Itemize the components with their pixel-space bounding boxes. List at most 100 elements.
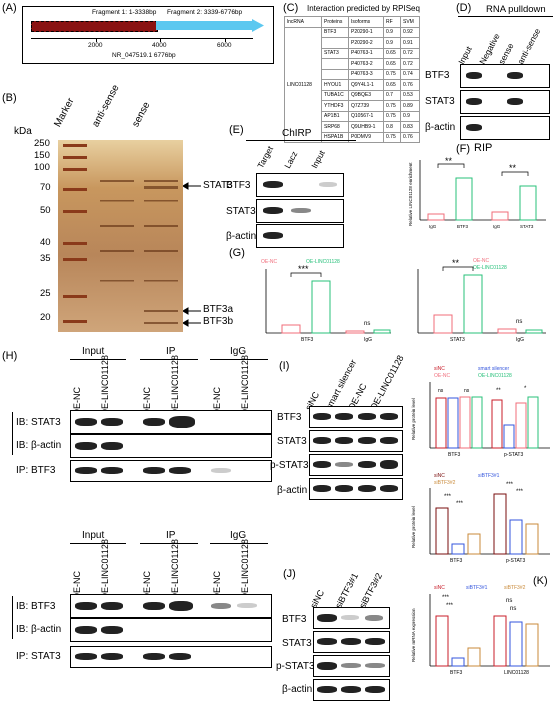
sig-label: ns xyxy=(364,321,370,327)
band xyxy=(317,662,337,670)
band xyxy=(169,653,191,660)
transcript-map-frame xyxy=(22,6,274,64)
legend-item: siBTF3#2 xyxy=(434,480,456,486)
mrna-chart-k: siNC siBTF3#1 siBTF3#2 *** *** ns ns BTF… xyxy=(429,585,550,676)
band xyxy=(341,663,361,668)
scale-tick xyxy=(225,38,226,42)
lane-label: siBTF3#2 xyxy=(357,571,385,610)
transcript-label: NR_047519.1 6776bp xyxy=(112,52,176,59)
legend-item: OE-NC xyxy=(434,373,451,379)
band xyxy=(380,485,398,492)
cell: 0.76 xyxy=(400,131,420,143)
bar xyxy=(451,543,465,555)
title-rule xyxy=(246,140,356,141)
row-label: STAT3 xyxy=(226,206,256,217)
band xyxy=(358,413,376,420)
panel-label-a: (A) xyxy=(2,2,17,14)
cell: Q7Z739 xyxy=(348,100,384,112)
band xyxy=(237,603,257,608)
band xyxy=(75,418,97,426)
band xyxy=(263,207,283,214)
cell: SRP68 xyxy=(321,121,349,133)
rpiseq-table: lncRNA Proteins Isoforms RF SVM LINC0112… xyxy=(284,16,420,143)
marker-label: 20 xyxy=(40,312,51,323)
group-rule xyxy=(70,543,126,544)
gel-bands xyxy=(63,144,178,324)
band xyxy=(317,638,337,645)
marker-label: 35 xyxy=(40,253,51,264)
y-axis-label: Relative protein level xyxy=(411,398,416,440)
x-tick-label: IgG xyxy=(493,224,501,229)
blot-stat3 xyxy=(313,631,390,653)
lane-label: OE-LINC01128 xyxy=(170,355,180,416)
bar-oe-linc-btf3 xyxy=(311,280,331,334)
rip-chart: ** ** IgG BTF3 IgG STAT3 xyxy=(419,156,546,229)
band xyxy=(75,442,97,450)
blot-stat3 xyxy=(309,430,403,452)
lane-label: OE-LINC01128 xyxy=(240,355,250,416)
cell: 0.92 xyxy=(400,26,420,38)
cell: AP1B1 xyxy=(321,110,349,122)
group-rule xyxy=(140,543,198,544)
sig-bracket xyxy=(442,266,474,271)
legend-item: siBTF3#1 xyxy=(466,585,488,591)
bar-oe-nc-igg xyxy=(345,330,365,334)
lane-label: anti-sense xyxy=(515,26,543,66)
x-tick-label: STAT3 xyxy=(450,337,465,343)
bar-stat3 xyxy=(519,185,537,221)
bar xyxy=(527,396,539,449)
blot-btf3 xyxy=(313,607,390,629)
sig-label: ns xyxy=(438,388,444,394)
sig-label: ns xyxy=(516,319,522,325)
cell: Q9BQE3 xyxy=(348,89,384,101)
legend-item: siNC xyxy=(434,585,445,591)
cell: 0.75 xyxy=(383,100,401,112)
band xyxy=(101,418,123,426)
bar xyxy=(467,647,481,667)
cell: Q9Y4L1-1 xyxy=(348,79,384,91)
cell: 0.9 xyxy=(400,110,420,122)
cell: 0.7 xyxy=(383,89,401,101)
band xyxy=(75,467,97,474)
marker-label: 100 xyxy=(34,162,50,173)
panel-label-k: (K) xyxy=(533,575,548,587)
bar xyxy=(471,396,483,449)
band xyxy=(101,442,123,450)
x-tick-label: p-STAT3 xyxy=(506,558,525,564)
band xyxy=(335,462,353,467)
band xyxy=(365,686,385,693)
panel-label-f: (F) xyxy=(456,143,471,155)
cell: 0.72 xyxy=(400,58,420,70)
sig-label: ** xyxy=(445,156,453,166)
sig-bracket xyxy=(501,171,529,176)
group-label-igg: IgG xyxy=(230,530,247,541)
sig-label: ns xyxy=(506,598,512,604)
bar-oe-nc-igg xyxy=(497,328,517,334)
cell: 0.74 xyxy=(400,68,420,80)
cell: P20290-1 xyxy=(348,26,384,38)
rip-title: RIP xyxy=(474,142,493,154)
row-label: IB: β-actin xyxy=(16,624,62,635)
bar xyxy=(459,396,471,449)
band xyxy=(143,653,165,660)
marker-label: 70 xyxy=(40,182,51,193)
band xyxy=(341,686,361,693)
group-label-input: Input xyxy=(82,346,105,357)
blot-stat3 xyxy=(460,90,550,114)
silver-stain-gel xyxy=(58,140,183,332)
blot-p-stat3 xyxy=(313,655,390,677)
bar xyxy=(447,397,459,449)
table-header-row: lncRNA Proteins Isoforms RF SVM xyxy=(284,16,420,28)
cell: P40763-1 xyxy=(348,47,384,59)
band xyxy=(143,467,165,474)
cell: 0.75 xyxy=(383,68,401,80)
cell: BTF3 xyxy=(321,26,349,38)
bar-oe-nc-stat3 xyxy=(433,314,453,334)
band xyxy=(143,418,165,426)
bar-oe-linc-igg xyxy=(525,329,543,334)
bar xyxy=(493,615,507,667)
band xyxy=(101,626,123,634)
cell xyxy=(321,37,349,49)
band xyxy=(143,602,165,610)
lane-label-sense: sense xyxy=(130,100,153,129)
